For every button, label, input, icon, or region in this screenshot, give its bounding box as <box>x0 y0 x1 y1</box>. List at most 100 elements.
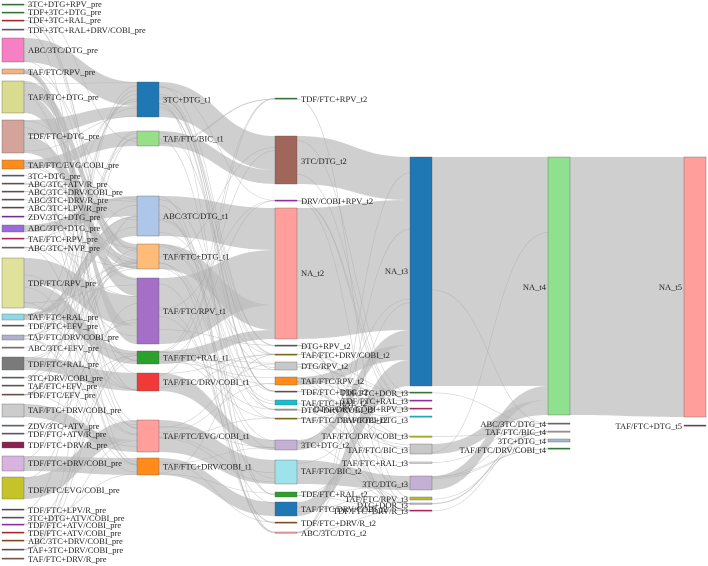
sankey-node <box>1 346 25 349</box>
sankey-node <box>1 356 25 371</box>
flow-thread <box>23 107 138 208</box>
flow-thread <box>23 191 138 249</box>
flow-thread <box>158 447 276 465</box>
node-label: TDF/FTC+RAL_t2 <box>301 489 368 499</box>
node-label: ABC/3TC/DTG_t4 <box>480 419 546 429</box>
sankey-node <box>274 439 298 451</box>
sankey-node <box>409 461 433 464</box>
sankey-node <box>274 501 298 517</box>
flow-thread <box>23 284 138 304</box>
flow-band <box>432 157 548 386</box>
sankey-node <box>136 350 160 365</box>
sankey-node <box>409 475 433 491</box>
sankey-node <box>1 548 25 551</box>
flow-thread <box>296 344 411 437</box>
sankey-node <box>1 215 25 218</box>
flow-thread <box>23 133 138 396</box>
sankey-node <box>409 399 433 402</box>
node-label: TAF/FTC/EVG/COBI_t1 <box>163 431 250 441</box>
node-label: TAF/FTC/RPV_t2 <box>301 376 364 386</box>
sankey-node <box>274 207 298 340</box>
flow-thread <box>158 354 276 370</box>
sankey-node <box>274 376 298 386</box>
sankey-node <box>1 257 25 309</box>
flow-thread <box>23 246 138 337</box>
sankey-node <box>409 156 433 387</box>
sankey-node <box>1 455 25 472</box>
flow-thread <box>23 82 138 84</box>
sankey-node <box>409 435 433 438</box>
sankey-node <box>1 11 25 14</box>
flow-thread <box>296 228 411 533</box>
node-label: TAF/FTC/BIC_t3 <box>347 445 408 455</box>
flow-thread <box>296 408 411 411</box>
node-label: TAF/FTC+DRV/R_pre <box>28 554 107 564</box>
flow-thread <box>431 232 549 453</box>
node-label: TDF/FTC+DRV/COBI_pre <box>28 458 122 468</box>
flow-thread <box>296 403 411 418</box>
flow-band <box>570 157 684 417</box>
node-label: 3TC+DTG_t2 <box>301 440 349 450</box>
flow-thread <box>296 140 411 394</box>
node-label: NA_t4 <box>523 282 547 292</box>
flow-thread <box>158 199 276 392</box>
flow-thread <box>158 357 276 419</box>
sankey-node <box>683 424 707 427</box>
flow-thread <box>431 289 549 424</box>
node-label: TAF+3TC+DRV/COBI_pre <box>28 545 123 555</box>
node-label: TAF/FTC+RAL_t2 <box>301 398 367 408</box>
flow-thread <box>431 448 549 477</box>
sankey-node <box>274 459 298 485</box>
sankey-node <box>1 174 25 177</box>
node-label: 3TC+DTG_pre <box>28 171 81 181</box>
node-label: TAF/FTC/RPV_t1 <box>163 306 226 316</box>
node-label: TDF/FTC+RAL_t3 <box>341 396 408 406</box>
node-label: ABC/3TC+LPV/R_pre <box>28 203 107 213</box>
flow-thread <box>296 363 411 409</box>
node-label: TAF/FTC+DRV/COBI_pre <box>28 405 121 415</box>
flow-thread <box>23 94 138 463</box>
sankey-node <box>1 224 25 233</box>
sankey-node <box>1 37 25 63</box>
flow-thread <box>23 303 138 550</box>
flow-band <box>159 82 275 170</box>
node-label: ABC/3TC+ATV/R_pre <box>28 179 108 189</box>
flow-thread <box>296 403 411 448</box>
flow-thread <box>296 353 411 393</box>
flow-thread <box>296 382 411 505</box>
flow-thread <box>296 392 411 420</box>
flow-thread <box>23 355 138 550</box>
sankey-node <box>274 353 298 356</box>
flow-thread <box>296 302 411 533</box>
node-label: TAF/FTC+RAL_t1 <box>163 353 229 363</box>
node-label: TAF/FTC/DRV/COBI_t3 <box>322 431 409 441</box>
sankey-node <box>1 19 25 22</box>
flow-thread <box>296 172 411 534</box>
flow-thread <box>23 355 138 426</box>
flow-thread <box>158 205 276 534</box>
sankey-node <box>1 190 25 193</box>
node-label: ZDV/3TC+ATV_pre <box>28 421 100 431</box>
node-label: TDF+3TC+RAL_pre <box>28 15 101 25</box>
sankey-node <box>1 159 25 170</box>
sankey-node <box>1 376 25 379</box>
node-label: TAF/FTC/DRV/COBI_t2 <box>301 415 388 425</box>
flow-thread <box>296 485 411 493</box>
sankey-node <box>409 502 433 505</box>
node-label: ABC/3TC/DTG_pre <box>28 45 98 55</box>
flow-thread <box>158 220 276 410</box>
sankey-node <box>409 407 433 410</box>
sankey-node <box>136 195 160 237</box>
flow-thread <box>158 417 276 438</box>
flow-thread <box>158 245 276 419</box>
node-label: 3TC+DTG_t4 <box>498 436 547 446</box>
flow-band <box>297 345 410 385</box>
flow-thread <box>158 352 276 410</box>
node-label: ABC/3TC+DRV/COBI_pre <box>28 187 123 197</box>
flow-thread <box>296 98 411 498</box>
flow-thread <box>23 263 138 361</box>
flow-thread <box>431 392 549 425</box>
flow-thread <box>23 175 138 428</box>
sankey-node <box>1 237 25 240</box>
